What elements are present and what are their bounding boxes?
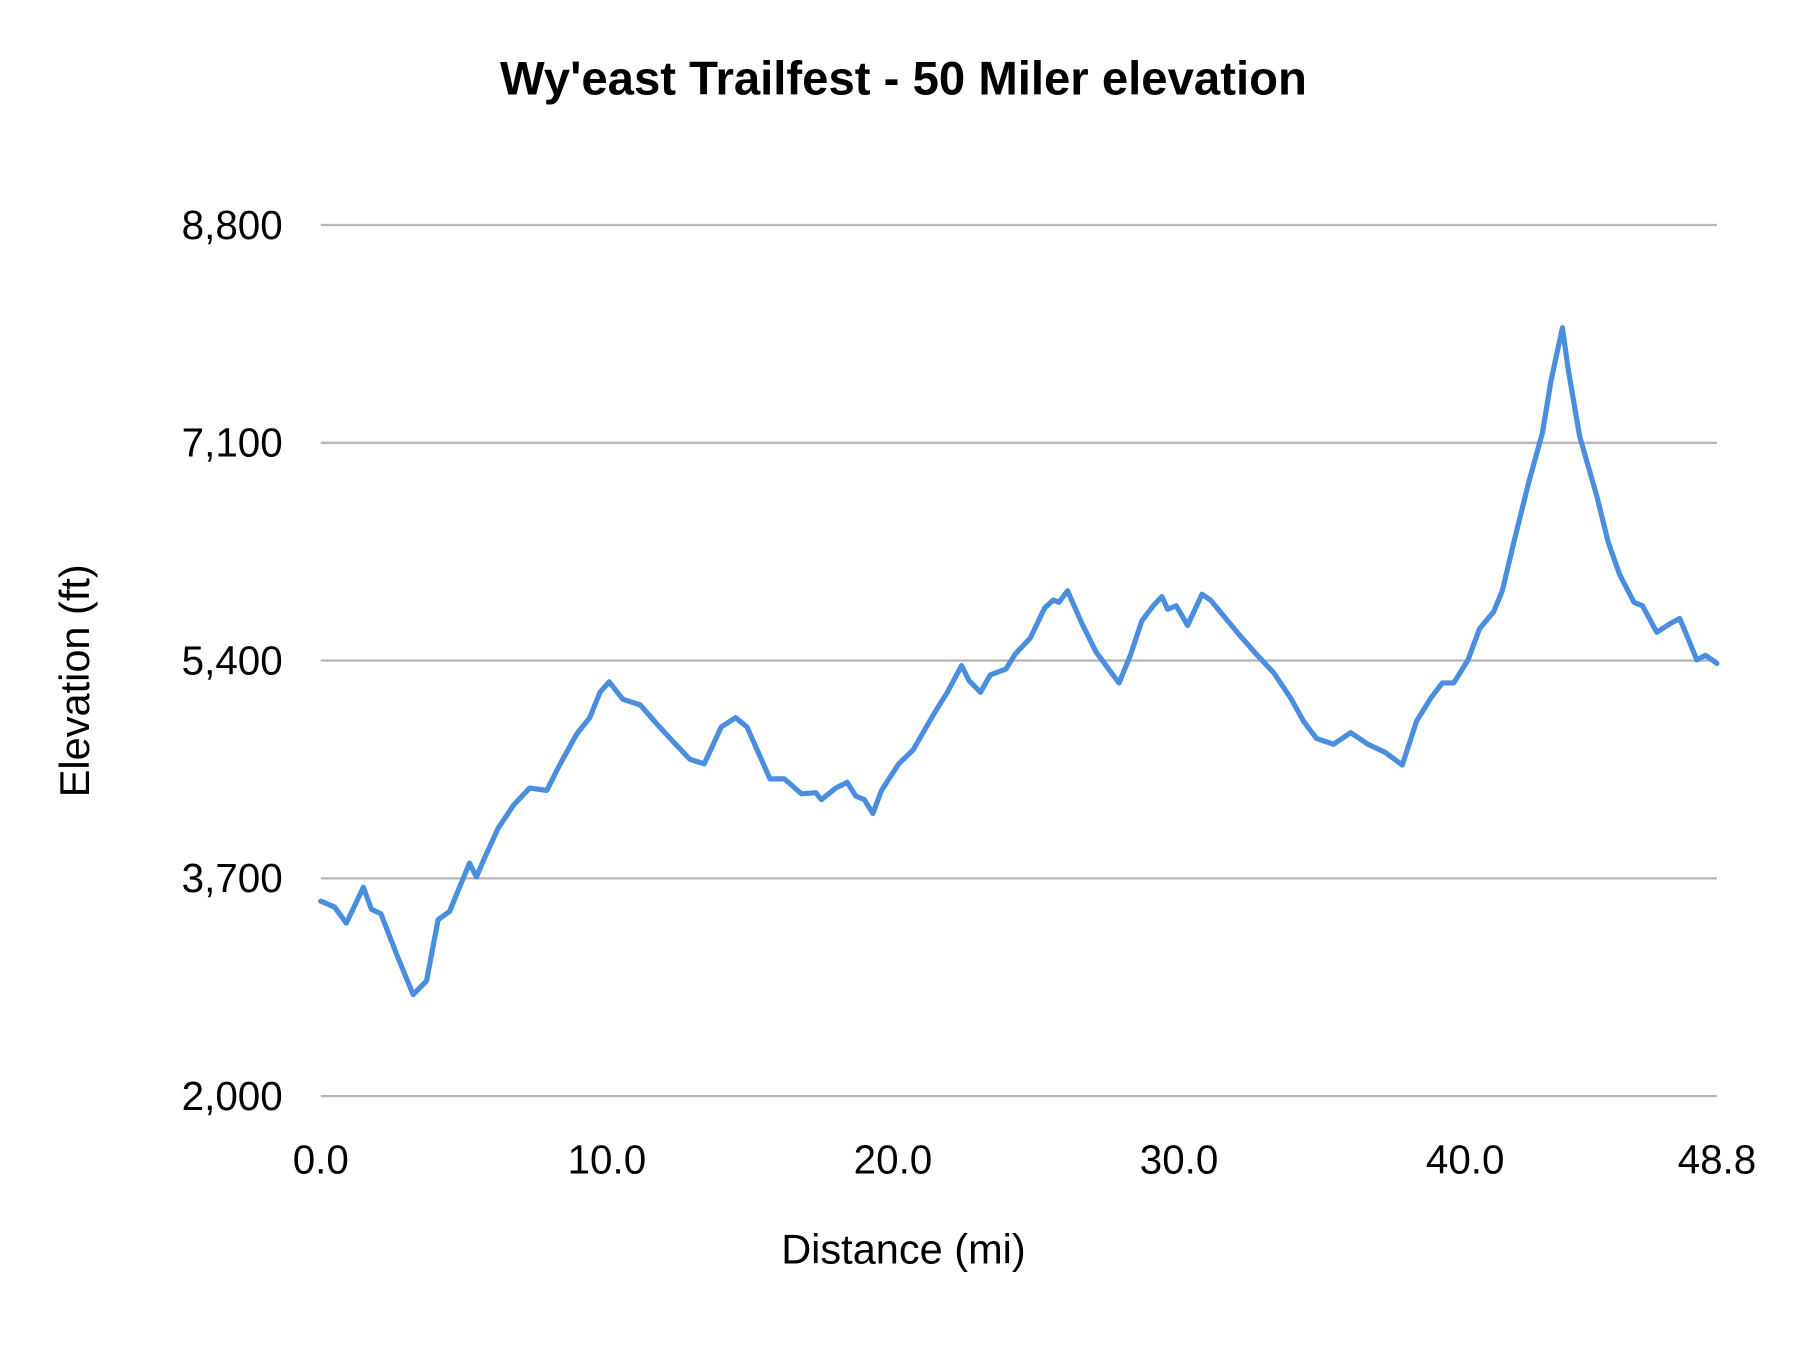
x-tick-label: 20.0: [854, 1136, 933, 1182]
x-tick-label: 48.8: [1678, 1136, 1757, 1182]
x-tick-label: 40.0: [1426, 1136, 1505, 1182]
chart-title: Wy'east Trailfest - 50 Miler elevation: [500, 53, 1307, 106]
y-tick-label: 7,100: [182, 420, 283, 466]
x-tick-label: 10.0: [568, 1136, 647, 1182]
elevation-line: [318, 325, 1720, 998]
y-tick-label: 8,800: [182, 202, 283, 248]
y-tick-label: 5,400: [182, 637, 283, 683]
x-axis-ticks: 0.0 10.0 20.0 30.0 40.0 48.8: [293, 1136, 1757, 1182]
y-tick-label: 3,700: [182, 855, 283, 901]
x-tick-label: 0.0: [293, 1136, 349, 1182]
x-axis-title: Distance (mi): [781, 1225, 1026, 1272]
y-tick-label: 2,000: [182, 1073, 283, 1119]
gridlines: [320, 223, 1717, 1098]
y-axis-title: Elevation (ft): [51, 564, 98, 797]
x-tick-label: 30.0: [1140, 1136, 1219, 1182]
y-axis-ticks: 2,000 3,700 5,400 7,100 8,800: [182, 202, 283, 1119]
